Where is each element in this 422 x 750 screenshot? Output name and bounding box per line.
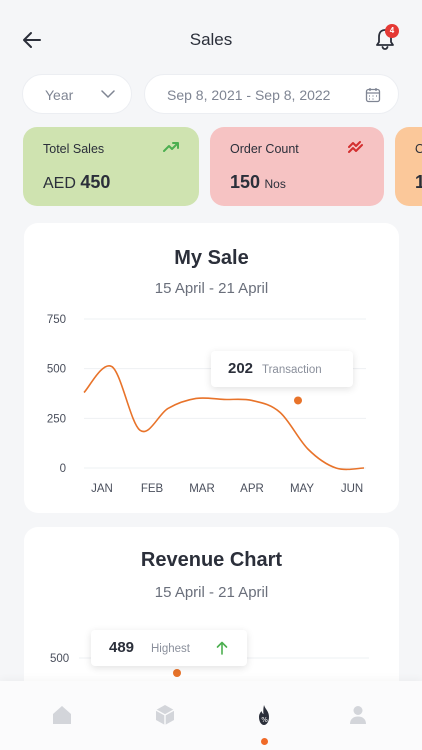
offers-flame-icon[interactable]: % <box>252 703 276 727</box>
y-tick-label: 500 <box>47 364 66 376</box>
x-tick-label: MAY <box>290 483 314 495</box>
revenue-highlight-point[interactable] <box>173 669 181 677</box>
x-tick-label: JAN <box>91 483 113 495</box>
third-card[interactable]: O 1 <box>395 127 422 206</box>
header: Sales 4 <box>0 0 422 80</box>
summary-cards: Totel Sales AED 450 Order Count 150 Nos … <box>0 127 422 207</box>
my-sale-title: My Sale <box>174 247 249 269</box>
total-sales-card[interactable]: Totel Sales AED 450 <box>23 127 199 206</box>
period-select-value: Year <box>45 87 74 103</box>
period-select[interactable]: Year <box>22 74 132 114</box>
revenue-subtitle: 15 April - 21 April <box>154 584 269 601</box>
y-tick-label: 250 <box>47 413 66 425</box>
home-icon[interactable] <box>50 703 74 727</box>
highlight-point[interactable] <box>294 396 302 405</box>
trend-up-icon <box>163 142 179 152</box>
card-label: Totel Sales <box>43 142 105 156</box>
svg-text:%: % <box>261 716 268 724</box>
notification-badge: 4 <box>385 24 399 38</box>
revenue-y-tick: 500 <box>50 653 69 665</box>
revenue-title: Revenue Chart <box>140 549 283 571</box>
third-card-value: 1 <box>415 172 422 192</box>
chevron-down-icon <box>101 90 115 99</box>
trend-down-icon <box>348 141 363 153</box>
box-icon[interactable] <box>153 703 177 727</box>
order-count-unit: Nos <box>264 177 286 191</box>
back-arrow-icon[interactable] <box>20 28 44 52</box>
y-tick-label: 750 <box>47 314 66 326</box>
card-value: AED 450 <box>43 172 110 193</box>
page-title: Sales <box>189 30 233 49</box>
date-range-picker[interactable]: Sep 8, 2021 - Sep 8, 2022 <box>144 74 399 114</box>
tooltip-value: 489 <box>109 639 135 656</box>
order-count-card[interactable]: Order Count 150 Nos <box>210 127 384 206</box>
tooltip-label: Highest <box>151 643 190 655</box>
card-label: Order Count <box>230 142 299 156</box>
my-sale-panel: My Sale 15 April - 21 April 0 250 500 750 J… <box>24 223 399 513</box>
x-tick-label: FEB <box>141 483 164 495</box>
my-sale-subtitle: 15 April - 21 April <box>154 280 269 297</box>
date-range-value: Sep 8, 2021 - Sep 8, 2022 <box>167 87 331 103</box>
filters-bar: Year Sep 8, 2021 - Sep 8, 2022 <box>0 74 422 116</box>
x-tick-label: MAR <box>189 483 215 495</box>
tooltip-label: Transaction <box>262 364 322 376</box>
profile-icon[interactable] <box>346 703 370 727</box>
sale-tooltip: 202 Transaction <box>211 351 353 387</box>
bottom-navigation: % <box>0 681 422 750</box>
active-tab-indicator <box>261 738 268 745</box>
total-sales-value: 450 <box>80 172 111 192</box>
card-value: 150 Nos <box>230 172 286 193</box>
card-value: 1 <box>415 172 422 193</box>
card-label: O <box>415 142 422 156</box>
order-count-value: 150 <box>230 172 261 192</box>
calendar-icon <box>365 88 381 103</box>
revenue-tooltip: 489 Highest <box>91 630 247 666</box>
x-tick-label: APR <box>240 483 264 495</box>
arrow-up-icon <box>216 641 228 655</box>
tooltip-value: 202 <box>228 360 254 377</box>
currency-prefix: AED <box>43 175 76 192</box>
x-tick-label: JUN <box>341 483 363 495</box>
sales-series-line <box>83 365 365 471</box>
y-tick-label: 0 <box>60 463 66 475</box>
